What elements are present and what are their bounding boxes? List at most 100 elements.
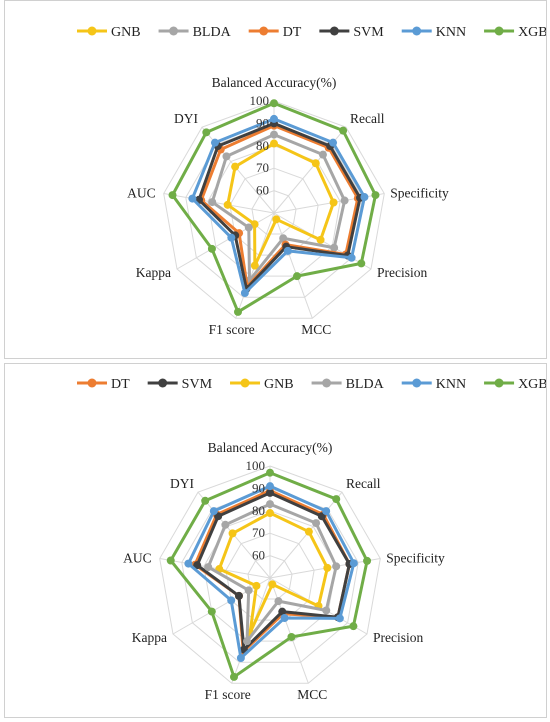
legend-label: SVM xyxy=(353,25,384,40)
series-knn xyxy=(184,482,358,662)
data-point-knn xyxy=(360,193,369,202)
data-point-gnb xyxy=(329,198,338,207)
tick-label: 70 xyxy=(256,160,269,175)
data-point-xgb xyxy=(332,495,341,504)
legend-swatch-marker xyxy=(412,378,422,388)
axis-label: Recall xyxy=(350,111,385,126)
data-point-gnb xyxy=(231,162,240,171)
legend-label: DT xyxy=(283,25,302,40)
tick-label: 60 xyxy=(256,183,269,198)
data-point-xgb xyxy=(270,99,278,108)
data-point-xgb xyxy=(363,556,372,565)
series-xgb xyxy=(166,468,372,681)
data-point-gnb xyxy=(316,235,325,244)
data-point-knn xyxy=(227,596,236,605)
axis-label: AUC xyxy=(123,551,152,566)
axis-label: DYI xyxy=(174,111,198,126)
legend-swatch-marker xyxy=(87,26,97,36)
tick-label: 80 xyxy=(252,503,265,518)
series-blda xyxy=(204,500,341,646)
data-point-knn xyxy=(227,233,236,242)
data-point-knn xyxy=(335,614,344,623)
data-point-knn xyxy=(280,613,289,622)
axis-label: MCC xyxy=(301,322,331,337)
axis-label: MCC xyxy=(297,687,327,702)
data-point-knn xyxy=(188,194,197,203)
data-point-gnb xyxy=(272,215,281,224)
tick-label: 70 xyxy=(252,525,265,540)
legend-swatch-marker xyxy=(87,378,97,388)
data-point-knn xyxy=(266,482,274,491)
data-point-blda xyxy=(208,198,217,207)
series-line-gnb xyxy=(217,511,329,635)
data-point-blda xyxy=(318,150,327,159)
data-point-gnb xyxy=(250,261,259,270)
tick-label: 90 xyxy=(252,480,265,495)
legend-label: XGB xyxy=(518,377,546,392)
axis-label: Balanced Accuracy(%) xyxy=(208,440,333,455)
data-point-xgb xyxy=(292,272,301,281)
data-point-gnb xyxy=(323,563,332,572)
data-point-knn xyxy=(240,288,249,297)
data-point-xgb xyxy=(287,632,296,641)
data-point-knn xyxy=(184,559,193,568)
axis-label: F1 score xyxy=(205,687,251,702)
axis-label: F1 score xyxy=(209,322,255,337)
series-line-svm xyxy=(195,491,351,652)
data-point-xgb xyxy=(207,607,216,616)
axis-label: Kappa xyxy=(132,630,167,645)
data-point-knn xyxy=(270,114,278,123)
legend: GNB BLDA DT SVM KNN XGB xyxy=(77,25,546,40)
data-point-blda xyxy=(332,562,341,571)
axis-labels: Balanced Accuracy(%) Recall Specificity Pre… xyxy=(127,75,449,337)
data-point-xgb xyxy=(202,128,211,137)
axis-label: Precision xyxy=(377,265,427,280)
data-point-svm xyxy=(234,591,243,600)
legend-item: SVM xyxy=(147,377,213,392)
legend-label: GNB xyxy=(264,377,294,392)
legend-item: SVM xyxy=(319,25,384,40)
data-point-xgb xyxy=(229,672,238,681)
data-point-gnb xyxy=(268,580,277,589)
axis-label: Recall xyxy=(346,476,381,491)
data-point-blda xyxy=(244,586,253,595)
axis-label: Kappa xyxy=(136,265,171,280)
data-point-gnb xyxy=(304,527,313,536)
data-point-knn xyxy=(349,559,358,568)
data-point-xgb xyxy=(357,259,366,268)
series-knn xyxy=(188,114,369,297)
series-line-xgb xyxy=(171,101,377,314)
data-point-blda xyxy=(270,130,278,139)
data-point-blda xyxy=(322,606,331,615)
series-line-blda xyxy=(206,502,338,643)
legend-label: KNN xyxy=(436,377,466,392)
axis-label: DYI xyxy=(170,476,194,491)
legend-item: BLDA xyxy=(158,25,232,40)
axis-label: AUC xyxy=(127,186,156,201)
data-point-knn xyxy=(329,138,338,147)
radar-chart-top-svg: 60 70 80 90 100 Balanced Accuracy(%) Recall Spe… xyxy=(77,25,546,337)
legend-item: GNB xyxy=(77,25,141,40)
data-point-blda xyxy=(221,520,230,529)
series-line-xgb xyxy=(169,471,369,679)
grid-spoke xyxy=(269,491,343,579)
data-point-gnb xyxy=(266,509,274,518)
data-point-gnb xyxy=(270,139,278,148)
axis-labels: Balanced Accuracy(%) Recall Specificity Pre… xyxy=(123,440,445,702)
data-point-knn xyxy=(283,246,292,255)
axis-label: Specificity xyxy=(386,551,445,566)
radar-chart-bottom: 60 70 80 90 100 Balanced Accuracy(%) Recall Spe… xyxy=(4,363,547,718)
series-line-blda xyxy=(210,133,347,282)
legend-item: XGB xyxy=(484,25,546,40)
data-point-xgb xyxy=(168,191,177,200)
legend-label: BLDA xyxy=(346,377,385,392)
series-line-knn xyxy=(190,117,366,295)
grid-spoke xyxy=(273,212,313,319)
data-point-gnb xyxy=(311,159,320,168)
legend-item: BLDA xyxy=(311,377,385,392)
series-line-svm xyxy=(197,121,362,291)
legend-swatch-marker xyxy=(169,26,179,36)
series-xgb xyxy=(168,99,380,316)
data-point-xgb xyxy=(207,244,216,253)
legend-swatch-marker xyxy=(494,26,504,36)
